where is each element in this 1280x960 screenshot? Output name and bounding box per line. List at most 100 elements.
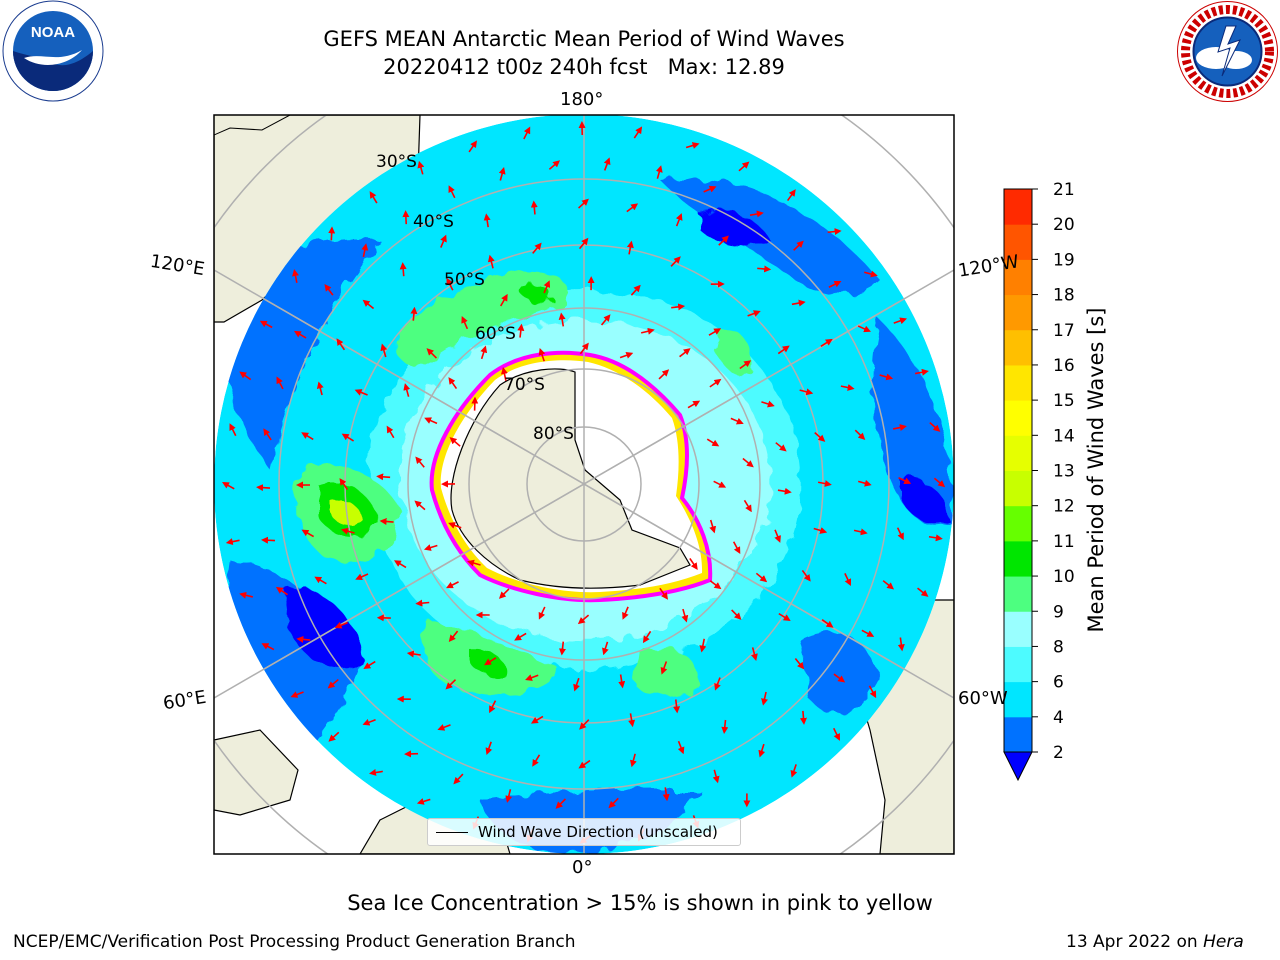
wind-arrow: [751, 647, 758, 661]
wind-arrow: [275, 586, 288, 596]
wind-arrow: [259, 320, 273, 329]
wind-arrow: [261, 643, 275, 651]
lon-label-180: 180°: [560, 89, 604, 110]
colorbar-tick-label: 12: [1053, 497, 1075, 517]
wind-arrow: [316, 381, 324, 396]
wind-arrow: [699, 638, 707, 653]
lon-label-0: 0°: [572, 857, 593, 878]
wind-arrow: [933, 477, 946, 488]
wind-arrow: [437, 724, 451, 731]
wind-arrow: [530, 715, 544, 724]
wind-arrow: [532, 754, 541, 767]
wind-arrow: [354, 389, 368, 396]
wind-arrow: [376, 473, 391, 481]
wind-arrow: [626, 203, 639, 213]
colorbar-segment: [1004, 611, 1032, 647]
wind-arrow: [369, 191, 378, 204]
wind-arrow: [790, 764, 798, 778]
wind-arrow: [801, 569, 811, 582]
wind-arrow: [484, 657, 497, 666]
wind-arrow: [755, 572, 768, 583]
wind-arrow: [929, 422, 941, 432]
wind-arrow: [821, 619, 834, 628]
wind-arrow: [578, 198, 589, 209]
wind-arrow: [225, 538, 240, 546]
wind-arrow: [406, 650, 421, 658]
wind-arrow: [619, 351, 634, 359]
colorbar-segment: [1004, 505, 1032, 542]
wind-arrow: [402, 210, 410, 225]
colorbar-segment: [1004, 576, 1032, 612]
colorbar-tick-label: 19: [1053, 250, 1075, 270]
colorbar-segment: [1004, 224, 1032, 260]
wind-arrow: [379, 517, 394, 525]
wind-arrow: [301, 529, 315, 538]
wind-arrow: [761, 691, 768, 706]
wind-arrow: [543, 280, 551, 294]
wind-arrow: [640, 327, 655, 335]
wind-arrow: [757, 265, 772, 273]
wind-arrow: [403, 383, 411, 397]
wind-arrow: [775, 442, 787, 452]
wind-arrow: [857, 325, 871, 333]
wind-arrow: [256, 484, 271, 492]
wind-arrow: [362, 299, 375, 310]
wind-arrow: [336, 338, 346, 351]
wind-arrow: [897, 637, 905, 652]
wind-arrow: [738, 161, 750, 172]
wind-arrow: [799, 710, 807, 725]
wind-arrow: [681, 608, 689, 623]
wind-arrow: [731, 609, 742, 620]
colorbar-tick-label: 16: [1053, 356, 1075, 376]
wind-arrow: [393, 560, 407, 569]
wind-arrow: [861, 629, 875, 637]
legend-line-swatch: [436, 831, 468, 833]
wind-arrow: [468, 140, 478, 153]
wind-arrow: [914, 368, 929, 376]
wind-arrow: [548, 160, 561, 170]
lon-label-60w: 60°W: [958, 688, 1008, 709]
wind-arrow: [709, 378, 722, 388]
wind-arrow: [448, 377, 458, 390]
wind-arrow: [721, 719, 729, 734]
noaa-logo: NOAA: [2, 0, 104, 102]
wind-arrow: [799, 388, 814, 396]
wind-arrow: [453, 773, 464, 785]
wind-arrow: [579, 719, 590, 730]
wind-arrow: [399, 262, 407, 277]
wind-arrow: [864, 270, 878, 278]
wind-arrow: [708, 328, 722, 336]
wind-arrow: [290, 691, 304, 698]
wind-arrow: [448, 630, 459, 643]
wind-arrow: [363, 660, 376, 669]
wind-arrow: [229, 423, 237, 437]
footer-credit: NCEP/EMC/Verification Post Processing Pr…: [13, 932, 576, 952]
wind-arrow: [538, 606, 546, 620]
colorbar-segment: [1004, 329, 1032, 366]
wind-arrow: [896, 527, 904, 541]
wind-arrow: [424, 417, 438, 425]
wind-arrow: [328, 731, 340, 742]
map-border: [213, 114, 955, 855]
wind-arrow: [898, 477, 912, 484]
colorbar-segment: [1004, 189, 1032, 225]
wind-arrow: [868, 685, 877, 699]
footer-date: 13 Apr 2022 on Hera: [1066, 932, 1244, 952]
colorbar-tick-label: 13: [1053, 462, 1075, 482]
wind-arrow: [558, 312, 566, 327]
wind-arrow: [828, 281, 842, 288]
wind-arrow: [879, 373, 894, 381]
wind-arrow: [301, 432, 314, 441]
wind-arrow: [642, 630, 652, 644]
colorbar-segment: [1004, 716, 1032, 753]
wind-arrow: [774, 529, 781, 543]
wind-arrow: [239, 591, 253, 599]
wind-arrow: [814, 431, 826, 442]
wind-arrow: [662, 787, 670, 802]
wind-arrow: [498, 166, 506, 181]
wind-arrow: [415, 599, 430, 607]
wind-arrow: [423, 544, 438, 551]
wind-arrow: [293, 330, 307, 339]
nws-logo: [1177, 1, 1278, 102]
colorbar-segment: [1004, 435, 1032, 471]
